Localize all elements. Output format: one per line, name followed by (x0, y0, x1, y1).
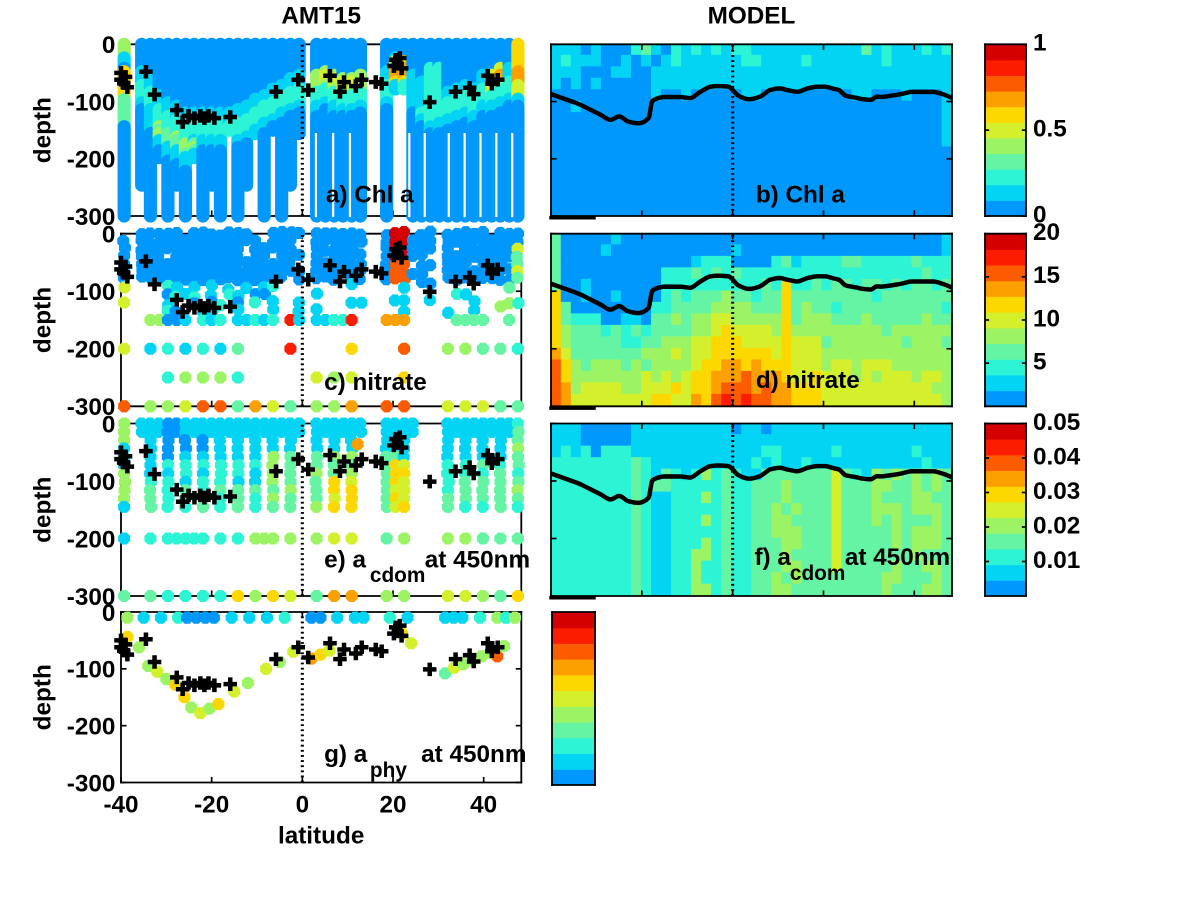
svg-text:-200: -200 (67, 713, 116, 740)
svg-text:at 450nm: at 450nm (425, 546, 530, 573)
svg-text:0: 0 (102, 32, 116, 59)
svg-text:10: 10 (1033, 305, 1060, 332)
svg-text:MODEL: MODEL (708, 2, 796, 29)
svg-text:g) a: g) a (324, 741, 368, 768)
svg-text:1: 1 (1033, 30, 1047, 57)
svg-text:0.02: 0.02 (1033, 512, 1080, 539)
svg-text:40: 40 (470, 792, 497, 819)
svg-text:-300: -300 (67, 204, 116, 231)
svg-text:-300: -300 (67, 770, 116, 797)
svg-text:20: 20 (379, 792, 406, 819)
svg-text:15: 15 (1033, 262, 1060, 289)
svg-text:0.04: 0.04 (1033, 443, 1081, 470)
svg-text:phy: phy (370, 759, 407, 782)
svg-text:0: 0 (102, 411, 116, 438)
svg-text:depth: depth (30, 664, 57, 730)
svg-text:depth: depth (30, 97, 57, 163)
svg-text:0: 0 (296, 792, 310, 819)
svg-text:c) nitrate: c) nitrate (324, 369, 427, 396)
svg-text:20: 20 (1033, 219, 1060, 246)
svg-text:a) Chl a: a) Chl a (326, 181, 414, 208)
svg-text:cdom: cdom (790, 562, 846, 585)
svg-text:cdom: cdom (370, 564, 426, 587)
svg-text:0.05: 0.05 (1033, 409, 1080, 436)
svg-text:0.01: 0.01 (1033, 547, 1080, 574)
svg-text:-100: -100 (67, 657, 116, 684)
svg-text:at 450nm: at 450nm (421, 741, 526, 768)
svg-text:0.03: 0.03 (1033, 478, 1080, 505)
svg-text:-20: -20 (194, 792, 229, 819)
svg-text:0: 0 (102, 600, 116, 627)
svg-text:-100: -100 (67, 89, 116, 116)
svg-text:0: 0 (1033, 201, 1047, 228)
svg-text:depth: depth (30, 477, 57, 543)
svg-text:latitude: latitude (278, 823, 364, 850)
svg-text:0: 0 (102, 222, 116, 249)
svg-text:-100: -100 (67, 469, 116, 496)
svg-text:0.5: 0.5 (1033, 115, 1067, 142)
svg-text:-300: -300 (67, 584, 116, 611)
svg-text:-300: -300 (67, 394, 116, 421)
svg-text:-40: -40 (103, 792, 138, 819)
svg-text:e) a: e) a (324, 546, 366, 573)
svg-text:AMT15: AMT15 (281, 2, 361, 29)
svg-text:-200: -200 (67, 337, 116, 364)
svg-text:-100: -100 (67, 279, 116, 306)
svg-text:d) nitrate: d) nitrate (756, 367, 860, 394)
svg-text:depth: depth (30, 287, 57, 353)
svg-text:5: 5 (1033, 348, 1047, 375)
svg-text:-200: -200 (67, 526, 116, 553)
svg-text:b) Chl a: b) Chl a (756, 181, 846, 208)
svg-text:f) a: f) a (754, 544, 791, 571)
svg-text:at 450nm: at 450nm (845, 544, 950, 571)
svg-text:-200: -200 (67, 147, 116, 174)
